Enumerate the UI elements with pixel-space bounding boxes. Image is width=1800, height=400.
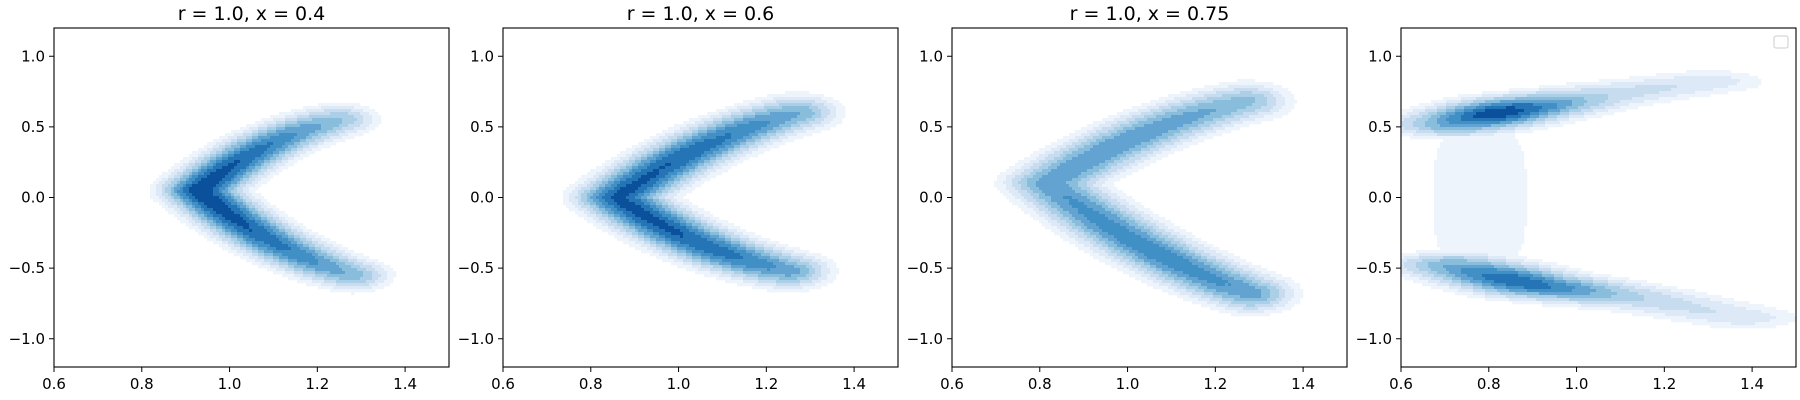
y-tick-label: 0.5 <box>919 118 943 136</box>
panel-4: 0.6 0.8 1.0 1.2 1.4 1.0 0.5 0.0 −0.5 −1.0 <box>1356 27 1797 393</box>
x-tick-label: 0.8 <box>579 375 603 393</box>
x-tick-label: 1.0 <box>218 375 242 393</box>
x-tick-label: 1.4 <box>1291 375 1315 393</box>
y-tick-label: −1.0 <box>907 330 943 348</box>
x-tick-label: 0.8 <box>1477 375 1501 393</box>
y-tick-label: −1.0 <box>1356 330 1392 348</box>
y-tick-label: 0.5 <box>470 118 494 136</box>
panel-title: r = 1.0, x = 0.6 <box>627 3 775 25</box>
legend <box>1773 35 1789 49</box>
x-tick-label: 0.8 <box>1028 375 1052 393</box>
y-tick-label: −0.5 <box>9 259 45 277</box>
y-tick-label: −1.0 <box>9 330 45 348</box>
x-tick-label: 0.8 <box>130 375 154 393</box>
x-tick-label: 1.0 <box>1565 375 1589 393</box>
x-tick-label: 1.2 <box>305 375 329 393</box>
panel-3: r = 1.0, x = 0.75 0.6 0.8 1.0 1.2 1.4 1.0 0.5 0.… <box>907 3 1348 393</box>
x-tick-label: 0.6 <box>940 375 964 393</box>
x-tick-label: 1.2 <box>1203 375 1227 393</box>
x-tick-label: 0.6 <box>491 375 515 393</box>
y-tick-label: 0.0 <box>21 189 45 207</box>
x-tick-label: 0.6 <box>42 375 66 393</box>
x-tick-label: 1.4 <box>842 375 866 393</box>
y-tick-label: 1.0 <box>919 47 943 65</box>
axes-frame <box>502 27 899 368</box>
density-field <box>994 79 1304 317</box>
y-tick-label: 0.0 <box>1368 189 1392 207</box>
x-tick-label: 1.2 <box>1652 375 1676 393</box>
panel-1: r = 1.0, x = 0.4 0.6 0.8 1.0 1.2 1.4 1.0 0.5 0.0… <box>9 3 450 393</box>
y-tick-label: −0.5 <box>458 259 494 277</box>
y-tick-label: −0.5 <box>1356 259 1392 277</box>
density-field <box>1401 70 1796 329</box>
y-tick-label: −0.5 <box>907 259 943 277</box>
x-tick-label: 1.4 <box>393 375 417 393</box>
y-tick-label: 0.0 <box>470 189 494 207</box>
x-tick-label: 1.2 <box>754 375 778 393</box>
panel-title: r = 1.0, x = 0.4 <box>178 3 326 25</box>
y-tick-label: 1.0 <box>470 47 494 65</box>
y-tick-label: 0.5 <box>21 118 45 136</box>
x-tick-label: 1.0 <box>1116 375 1140 393</box>
y-tick-label: 0.0 <box>919 189 943 207</box>
density-field <box>150 103 397 296</box>
x-tick-label: 0.6 <box>1389 375 1413 393</box>
density-field <box>563 91 846 293</box>
y-tick-label: 1.0 <box>1368 47 1392 65</box>
y-tick-label: 0.5 <box>1368 118 1392 136</box>
x-tick-label: 1.4 <box>1740 375 1764 393</box>
x-tick-label: 1.0 <box>667 375 691 393</box>
y-tick-label: 1.0 <box>21 47 45 65</box>
panel-2: r = 1.0, x = 0.6 0.6 0.8 1.0 1.2 1.4 1.0 0.5 0.0… <box>458 3 899 393</box>
panel-title: r = 1.0, x = 0.75 <box>1070 3 1230 25</box>
y-tick-label: −1.0 <box>458 330 494 348</box>
